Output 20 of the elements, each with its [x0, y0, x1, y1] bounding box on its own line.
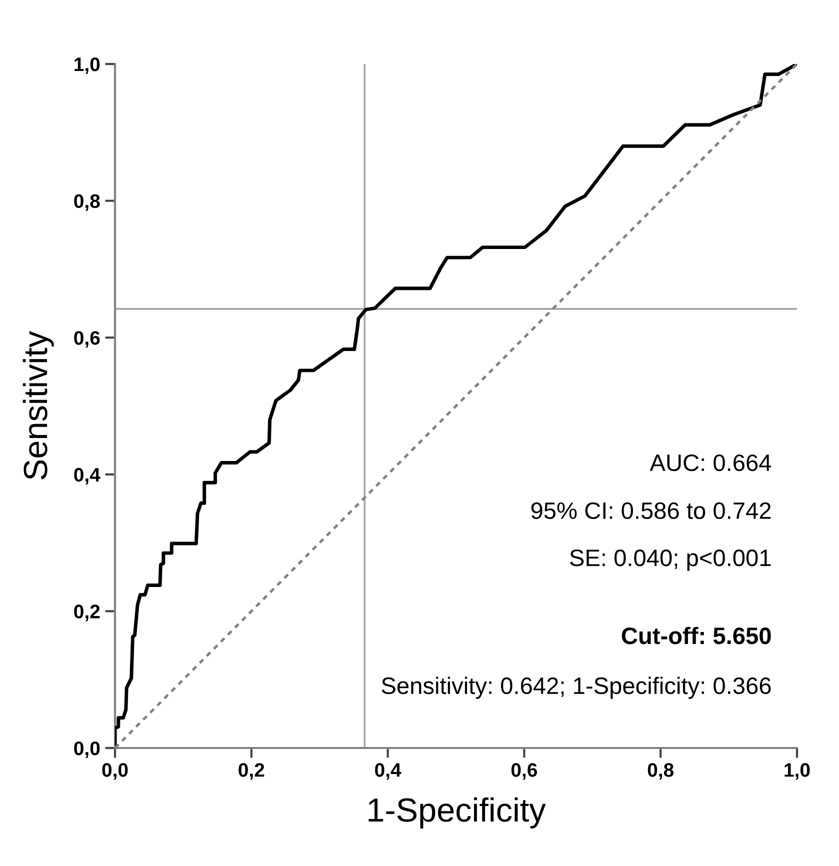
y-axis-title: Sensitivity — [22, 331, 54, 480]
annotation: SE: 0.040; p<0.001 — [570, 550, 771, 571]
annotation: AUC: 0.664 — [650, 454, 772, 472]
y-tick-label: 1,0 — [74, 57, 100, 74]
x-tick-label: 0,8 — [648, 763, 674, 780]
x-tick-label: 0,2 — [238, 763, 264, 780]
x-tick-label: 0,6 — [511, 763, 538, 780]
y-tick-label: 0,2 — [74, 604, 100, 622]
y-tick-label: 0,8 — [74, 194, 100, 211]
annotation: Cut-off: 5.650 — [622, 626, 771, 644]
annotation: 95% CI: 0.586 to 0.742 — [531, 502, 771, 520]
y-tick-label: 0,4 — [74, 468, 100, 484]
y-tick-label: 0,6 — [74, 331, 100, 348]
y-tick-label: 0,0 — [74, 741, 100, 758]
line-series — [115, 64, 797, 748]
annotation: Sensitivity: 0.642; 1-Specificity: 0.366 — [382, 676, 771, 699]
x-axis-title: 1-Specificity — [368, 797, 546, 828]
x-tick-label: 0,0 — [102, 763, 128, 780]
x-tick-label: 1,0 — [784, 763, 810, 780]
x-tick-label: 0,4 — [375, 763, 402, 780]
